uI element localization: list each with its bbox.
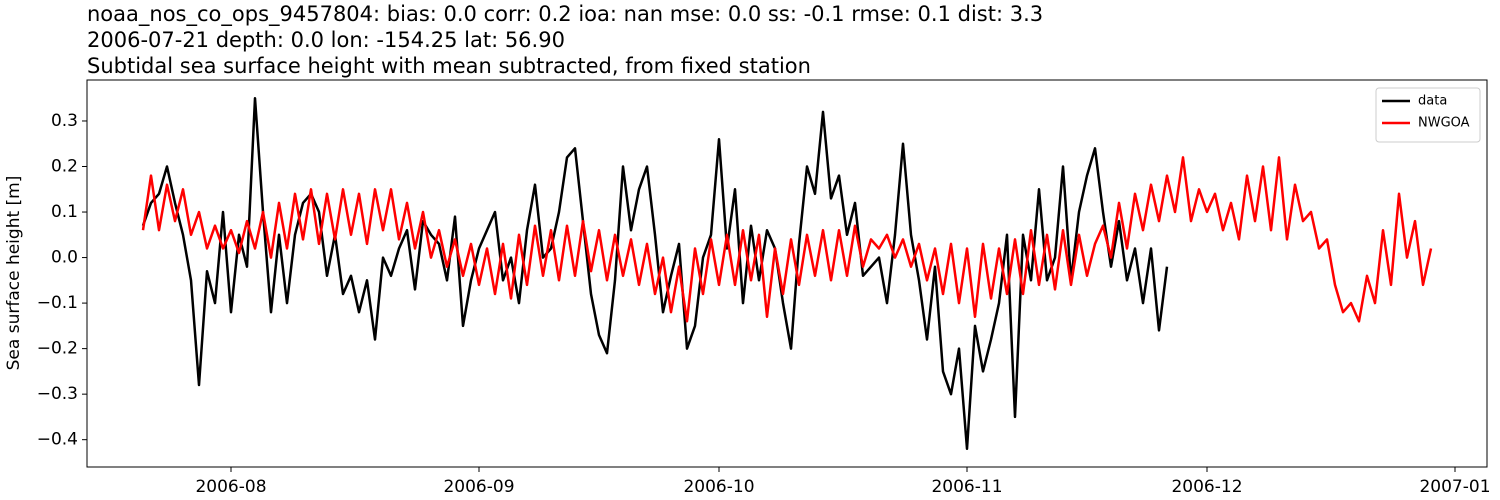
y-tick-label: −0.3 xyxy=(37,384,78,404)
y-tick-label: 0.1 xyxy=(51,202,78,222)
y-tick-label: −0.4 xyxy=(37,430,78,450)
legend: data NWGOA xyxy=(1375,87,1481,143)
legend-label: NWGOA xyxy=(1418,116,1470,131)
x-tick-label: 2006-08 xyxy=(195,477,266,497)
y-tick-label: 0.2 xyxy=(51,157,78,177)
y-tick-label: −0.2 xyxy=(37,339,78,359)
x-tick-label: 2006-10 xyxy=(683,477,754,497)
legend-label: data xyxy=(1418,94,1447,109)
x-tick-label: 2007-01 xyxy=(1419,477,1490,497)
y-tick-label: 0.3 xyxy=(51,111,78,131)
title-block: noaa_nos_co_ops_9457804: bias: 0.0 corr:… xyxy=(87,2,1043,78)
chart-subtitle: 2006-07-21 depth: 0.0 lon: -154.25 lat: … xyxy=(87,28,565,52)
x-tick-label: 2006-11 xyxy=(931,477,1002,497)
x-tick-label: 2006-12 xyxy=(1171,477,1242,497)
y-tick-label: −0.1 xyxy=(37,293,78,313)
series-line xyxy=(141,156,1433,323)
plot-frame xyxy=(86,79,1488,468)
chart-title: noaa_nos_co_ops_9457804: bias: 0.0 corr:… xyxy=(87,2,1043,27)
y-axis-label: Sea surface height [m] xyxy=(4,176,24,371)
x-tick-label: 2006-09 xyxy=(443,477,514,497)
y-tick-label: 0.0 xyxy=(51,248,78,268)
chart-subtitle: Subtidal sea surface height with mean su… xyxy=(87,54,811,78)
series-line xyxy=(141,96,1169,451)
